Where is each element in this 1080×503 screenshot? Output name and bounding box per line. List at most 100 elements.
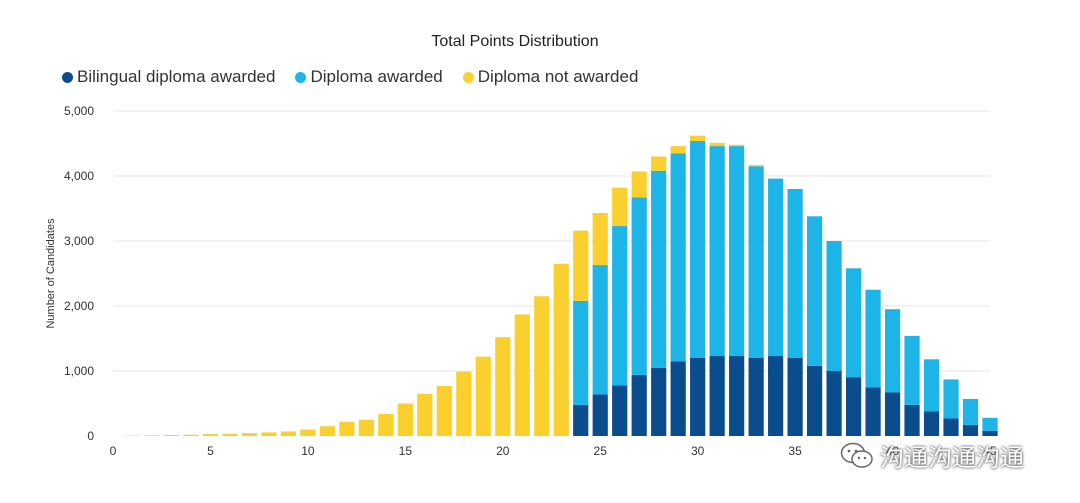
bar-segment-not-awarded [358,419,374,436]
bar-segment-not-awarded [241,433,258,436]
bar-segment-diploma [612,226,628,386]
wechat-icon [840,442,873,468]
bar-segment-not-awarded [592,213,608,266]
x-tick-label: 45 [983,444,997,458]
watermark: 沟通沟通沟通 [840,438,1024,473]
y-tick-label: 0 [87,429,94,443]
chart-title: Total Points Distribution [431,33,599,50]
bar-segment-bilingual [631,374,647,436]
bar-segment-bilingual [923,411,940,436]
legend-item-not-awarded: Diploma not awarded [462,67,639,87]
bar-segment-not-awarded [183,434,199,436]
bar-segment-bilingual [573,404,589,436]
legend: Bilingual diploma awarded Diploma awarde… [62,67,638,87]
legend-label-diploma: Diploma awarded [310,67,443,86]
bar-segment-diploma [729,146,745,357]
bar-segment-diploma [845,268,862,378]
bar-segment-not-awarded [495,337,511,436]
bar-segment-diploma [670,153,686,362]
bar-segment-diploma [884,309,901,393]
bar-segment-bilingual [845,377,862,436]
bar-segment-not-awarded [729,144,745,147]
x-tick-label: 35 [788,444,802,458]
bar-segment-diploma [748,166,764,358]
bar-segment-not-awarded [475,356,491,436]
x-tick-label: 5 [207,444,214,458]
bar-segment-diploma [962,398,979,425]
bar-segment-bilingual [787,358,803,436]
bar-segment-not-awarded [417,393,433,436]
bar-segment-bilingual [962,424,979,436]
bar-segment-diploma [787,189,803,358]
bar-segment-not-awarded [339,421,355,436]
bar-segment-diploma [768,178,784,357]
bar-segment-not-awarded [202,434,219,436]
bar-segment-bilingual [670,361,686,436]
bar-segment-not-awarded [690,135,706,141]
bar-segment-bilingual [690,358,706,436]
bar-segment-bilingual [651,367,667,436]
bar-segment-diploma [904,335,920,405]
bar-segment-bilingual [612,385,628,436]
bar-segment-diploma [865,289,881,388]
chart-plot: 0 1,000 2,000 3,000 4,000 5,000 0 5 10 15 20 25 30 35… [45,104,998,458]
bar-segment-diploma [943,379,959,419]
bar-segment-diploma [826,241,842,371]
bar-segment-not-awarded [144,435,160,436]
x-tick-label: 10 [301,444,315,458]
bar-segment-bilingual [806,365,823,436]
bar-segment-diploma [651,170,667,368]
legend-item-bilingual: Bilingual diploma awarded [62,67,275,87]
bar-segment-not-awarded [631,171,647,198]
bar-segment-diploma [923,359,940,412]
bar-segment-not-awarded [319,426,335,436]
bar-segment-bilingual [729,356,745,436]
bar-segment-not-awarded [456,371,472,436]
bar-segment-not-awarded [280,431,297,436]
bar-segment-not-awarded [612,187,628,227]
legend-swatch-not-awarded [462,71,474,83]
watermark-text: 沟通沟通沟通 [880,445,1024,472]
y-axis-label: Number of Candidates [45,218,57,329]
bar-segment-bilingual [768,356,784,436]
bar-segment-not-awarded [553,263,569,436]
bar-segment-not-awarded [436,385,452,436]
bar-segment-not-awarded [222,433,238,436]
bar-segment-diploma [573,300,589,405]
x-tick-label: 40 [886,444,900,458]
x-tick-label: 20 [496,444,510,458]
bar-segment-not-awarded [748,164,764,167]
x-tick-label: 0 [110,444,117,458]
bar-segment-not-awarded [378,413,394,436]
bar-segment-bilingual [904,404,920,436]
legend-swatch-diploma [295,71,307,83]
bar-segment-bilingual [982,430,998,436]
bar-segment-not-awarded [163,435,180,436]
bar-segment-not-awarded [514,314,530,436]
bar-segment-not-awarded [534,296,550,436]
bar-segment-bilingual [865,387,881,436]
bar-segment-not-awarded [397,403,413,436]
bar-segment-diploma [806,216,823,366]
bar-segment-diploma [592,265,608,395]
y-tick-label: 5,000 [64,104,94,118]
y-tick-label: 4,000 [64,169,94,183]
y-tick-label: 2,000 [64,299,94,313]
bar-segment-bilingual [709,356,725,436]
x-tick-label: 30 [691,444,705,458]
bar-segment-bilingual [826,371,842,436]
legend-label-not-awarded: Diploma not awarded [477,67,639,86]
bar-segment-diploma [709,146,725,357]
bar-segment-bilingual [592,394,608,436]
bar-segment-bilingual [748,358,764,436]
legend-label-bilingual: Bilingual diploma awarded [77,67,276,86]
bar-segment-bilingual [884,392,901,436]
bar-segment-bilingual [943,418,959,436]
legend-swatch-bilingual [62,71,73,83]
y-tick-label: 1,000 [64,364,94,378]
y-tick-label: 3,000 [64,234,94,248]
bar-segment-not-awarded [670,146,686,154]
bar-segment-diploma [631,197,647,375]
bar-segment-not-awarded [709,142,725,147]
bar-segment-not-awarded [573,230,589,301]
